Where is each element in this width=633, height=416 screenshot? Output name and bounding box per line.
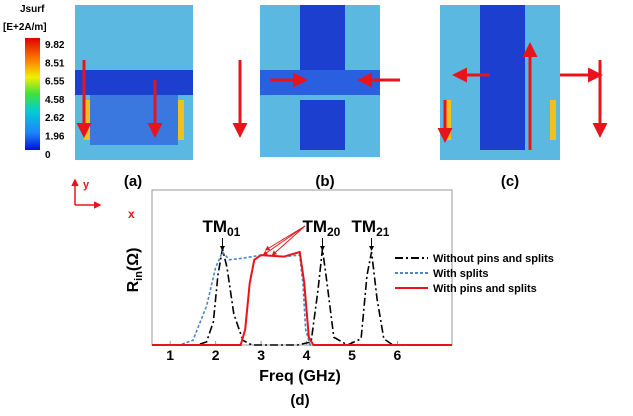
colorbar-tick-label: 8.51: [45, 58, 65, 69]
colorbar: [25, 38, 40, 150]
annotation: TM21: [352, 217, 390, 239]
y-label-sub: in: [133, 271, 145, 281]
panel-c-image: [437, 5, 608, 160]
x-tick-label: 1: [166, 347, 174, 363]
x-tick-label: 3: [257, 347, 265, 363]
series-line: [152, 248, 452, 346]
axes-icon: y x: [71, 178, 135, 221]
annotation-sub: 21: [376, 225, 390, 239]
legend-label: Without pins and splits: [433, 253, 554, 265]
panel-label: (b): [315, 173, 334, 190]
panel-label: (c): [501, 173, 519, 190]
panel-b-image: [260, 5, 400, 157]
annotation-sub: 20: [327, 225, 341, 239]
annotation-sub: 01: [227, 225, 241, 239]
annotation: TM01: [202, 217, 240, 239]
colorbar-title: Jsurf: [20, 4, 45, 15]
annotation-text: TM: [302, 217, 327, 236]
colorbar-tick-label: 4.58: [45, 95, 65, 106]
panel-label: (a): [124, 173, 142, 190]
colorbar-tick-label: 0: [45, 150, 51, 161]
annotation: TM20: [302, 217, 340, 239]
series-line: [152, 250, 452, 346]
axis-icon-x: x: [128, 207, 135, 221]
y-label-main: R: [125, 280, 142, 292]
x-tick-label: 2: [212, 347, 220, 363]
axis-icon-y: y: [83, 179, 90, 191]
legend-label: With splits: [433, 268, 489, 280]
legend-label: With pins and splits: [433, 283, 537, 295]
series-line: [152, 250, 452, 346]
y-axis-label: Rin(Ω): [125, 248, 145, 293]
plot-frame: [151, 189, 453, 346]
panel-a-image: [75, 5, 248, 160]
x-axis-label: Freq (GHz): [259, 368, 341, 385]
x-tick-label: 4: [303, 347, 311, 363]
colorbar-tick-label: 9.82: [45, 40, 65, 51]
y-label-unit: (Ω): [125, 248, 142, 271]
colorbar-tick-label: 2.62: [45, 113, 65, 124]
caption: (d): [290, 392, 309, 409]
annotation-pointer: [271, 225, 306, 256]
x-tick-label: 6: [394, 347, 402, 363]
x-tick-label: 5: [348, 347, 356, 363]
colorbar-tick-label: 6.55: [45, 77, 65, 88]
annotation-pointer: [262, 225, 306, 256]
colorbar-tick-label: 1.96: [45, 132, 65, 143]
colorbar-unit: [E+2A/m]: [3, 22, 47, 33]
annotation-text: TM: [352, 217, 377, 236]
annotation-text: TM: [202, 217, 227, 236]
